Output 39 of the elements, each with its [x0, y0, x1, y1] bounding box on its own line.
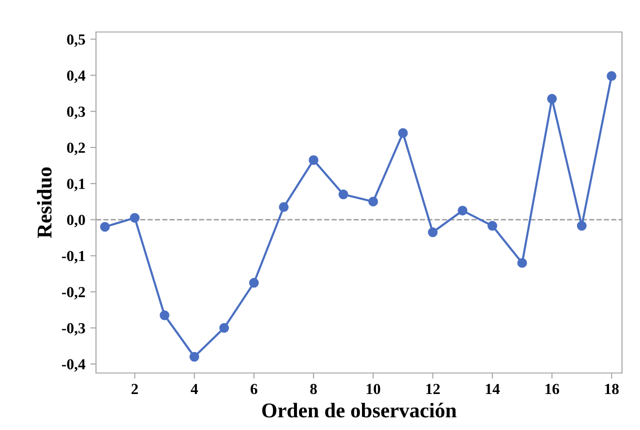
y-tick-label: -0,4	[62, 359, 86, 372]
point	[368, 196, 378, 206]
x-tick-label: 2	[132, 384, 138, 394]
y-axis-title: Residuo	[36, 167, 52, 238]
point	[547, 94, 557, 104]
point	[576, 220, 587, 231]
x-tick-label: 14	[486, 384, 500, 394]
point	[160, 310, 170, 320]
point	[249, 278, 259, 288]
point	[308, 155, 318, 165]
y-tick-label: 0,4	[67, 70, 86, 83]
point	[338, 190, 348, 200]
y-tick-label: 0,3	[67, 106, 86, 120]
x-tick-label: 4	[190, 384, 198, 394]
point	[458, 206, 468, 216]
point	[606, 71, 616, 81]
x-tick-label: 8	[310, 384, 317, 394]
point	[488, 220, 498, 231]
point	[428, 227, 438, 238]
x-tick-label: 10	[366, 384, 380, 394]
point	[517, 258, 528, 268]
x-axis-title: Orden de observación	[262, 402, 456, 418]
x-tick-label: 12	[426, 384, 440, 394]
point	[219, 323, 230, 333]
point	[398, 128, 408, 138]
y-tick-label: 0,5	[67, 34, 86, 47]
y-tick-label: 0,2	[67, 142, 85, 156]
y-tick-label: 0,1	[67, 178, 85, 192]
y-tick-label: -0,2	[62, 286, 85, 300]
y-tick-label: -0,3	[62, 323, 86, 336]
x-tick-label: 6	[250, 384, 258, 394]
y-tick-label: 0,0	[67, 214, 85, 228]
point	[100, 222, 110, 232]
y-tick-label: -0,1	[62, 250, 85, 264]
point	[278, 202, 289, 212]
point	[189, 352, 200, 362]
x-tick-label: 16	[546, 384, 560, 394]
x-tick-label: 18	[605, 384, 619, 394]
point	[130, 212, 140, 223]
